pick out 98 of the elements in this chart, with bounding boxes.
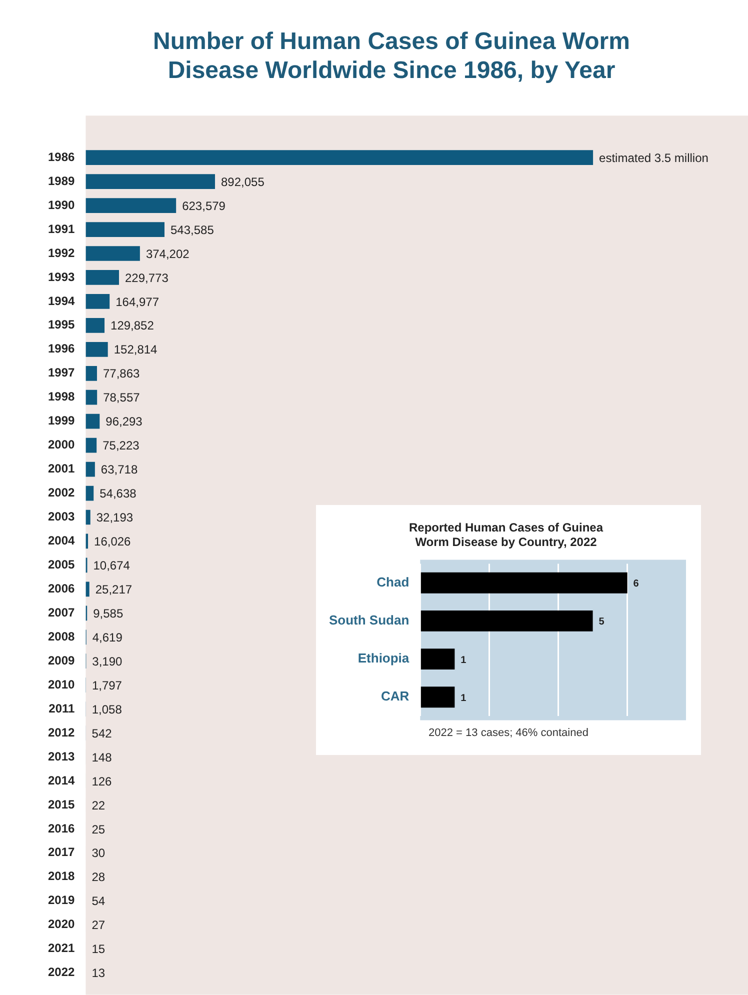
data-label: 129,852 — [110, 318, 154, 333]
data-label: 27 — [92, 918, 106, 932]
bar — [86, 390, 98, 405]
y-tick-label: 2005 — [48, 558, 76, 572]
data-label: 152,814 — [114, 342, 158, 357]
y-tick-label: 1986 — [48, 150, 76, 164]
bar — [86, 414, 100, 429]
bar — [86, 198, 176, 213]
y-tick-label: 2002 — [48, 486, 76, 500]
data-label: 25 — [92, 822, 106, 836]
bar — [86, 510, 90, 525]
bar — [86, 582, 90, 597]
data-label: 1,797 — [92, 678, 122, 692]
y-tick-label: 2008 — [48, 629, 76, 644]
y-tick-label: 1992 — [48, 246, 76, 260]
data-label: 126 — [92, 774, 112, 788]
y-tick-label: 2000 — [48, 438, 76, 452]
bar — [86, 270, 120, 285]
annotation: 2022 = 13 cases; 46% contained — [428, 727, 590, 739]
y-tick-label: 2016 — [48, 821, 76, 836]
y-tick-label: 1997 — [48, 366, 76, 380]
data-label: 1,058 — [92, 702, 122, 716]
y-tick-label: 1999 — [48, 414, 76, 428]
data-label: 75,223 — [102, 438, 140, 453]
y-tick-label: 2022 — [48, 965, 76, 980]
y-tick-label: 2007 — [48, 605, 76, 620]
bar — [86, 294, 110, 309]
y-tick-label: 2019 — [48, 893, 76, 908]
data-label: 5 — [598, 616, 605, 628]
bar — [86, 342, 108, 357]
y-tick-label: 1998 — [48, 390, 76, 404]
y-tick-label: 1989 — [48, 174, 76, 188]
y-tick-label: 2006 — [48, 581, 76, 596]
data-label: 542 — [92, 726, 112, 740]
data-label: 54 — [92, 894, 106, 908]
data-label: 28 — [92, 870, 106, 884]
y-tick-label: 2020 — [48, 917, 76, 932]
y-tick-label: 2013 — [48, 749, 76, 764]
data-label: 77,863 — [102, 366, 140, 381]
y-tick-label: 1990 — [48, 198, 76, 212]
data-label: 32,193 — [96, 510, 134, 525]
bar — [86, 438, 97, 453]
y-tick-label: 2004 — [48, 534, 76, 548]
y-tick-label: 2017 — [48, 845, 76, 860]
y-tick-label: 2014 — [48, 773, 76, 788]
bar — [86, 174, 216, 189]
data-label: 164,977 — [116, 294, 160, 309]
y-tick-label: 2010 — [48, 677, 76, 692]
data-label: 9,585 — [93, 606, 124, 620]
bar — [86, 366, 97, 381]
data-label: 1 — [460, 692, 467, 704]
y-tick-label: 2011 — [48, 701, 76, 716]
data-label: 22 — [92, 798, 106, 812]
data-label: 543,585 — [170, 222, 214, 237]
bar — [86, 486, 94, 501]
data-label: 374,202 — [146, 246, 190, 261]
bar — [86, 150, 594, 166]
data-label: 1 — [460, 654, 467, 666]
y-tick-label: South Sudan — [328, 612, 410, 628]
data-label: 623,579 — [182, 198, 226, 213]
data-label: 54,638 — [100, 486, 137, 501]
data-label: 148 — [92, 750, 112, 764]
y-tick-label: 1996 — [48, 342, 76, 356]
data-label: 25,217 — [95, 582, 132, 596]
y-tick-label: 2012 — [48, 725, 76, 740]
data-label: 229,773 — [125, 270, 169, 285]
y-tick-label: 2021 — [48, 941, 76, 956]
data-label: 6 — [633, 578, 640, 590]
data-label: 892,055 — [221, 174, 265, 189]
bar — [86, 318, 105, 333]
data-label: 16,026 — [94, 534, 132, 549]
y-tick-label: 2015 — [48, 797, 76, 812]
data-label: 3,190 — [92, 654, 123, 668]
data-label: 15 — [92, 942, 106, 956]
y-tick-label: 2001 — [48, 462, 76, 476]
bar — [86, 246, 140, 261]
chart-title: Number of Human Cases of Guinea Worm Disease Worldwide Since 1986, by Year — [153, 28, 630, 84]
data-label: 4,619 — [92, 630, 123, 644]
data-label: 78,557 — [103, 390, 140, 405]
y-tick-label: 2003 — [48, 510, 76, 524]
y-tick-label: Chad — [376, 574, 410, 590]
y-tick-label: 2018 — [48, 869, 76, 884]
chart-title: Reported Human Cases of Guinea Worm Disease by Country, 2022 — [408, 520, 604, 549]
data-label: 30 — [92, 846, 106, 860]
data-label: 96,293 — [106, 414, 143, 429]
data-label: estimated 3.5 million — [599, 150, 708, 165]
bar — [86, 222, 164, 237]
data-label: 63,718 — [100, 462, 138, 477]
bar — [86, 462, 95, 477]
y-tick-label: Ethiopia — [358, 650, 410, 666]
y-tick-label: 1994 — [48, 294, 76, 308]
y-tick-label: 1993 — [48, 270, 76, 284]
y-tick-label: 2009 — [48, 653, 76, 668]
y-tick-label: CAR — [380, 688, 410, 704]
y-tick-label: 1991 — [48, 222, 76, 236]
data-label: 13 — [92, 966, 106, 980]
y-tick-label: 1995 — [48, 318, 76, 332]
data-label: 10,674 — [93, 558, 130, 573]
